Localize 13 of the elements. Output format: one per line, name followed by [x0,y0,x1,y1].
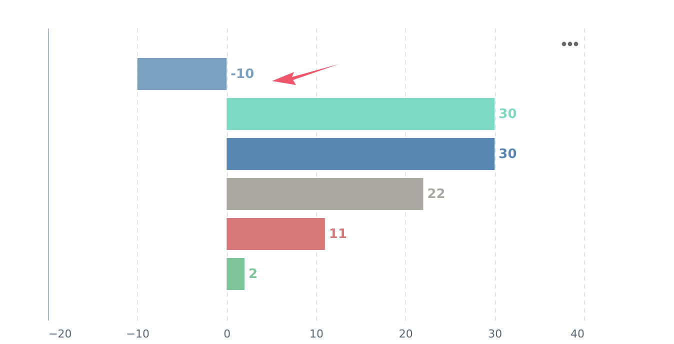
x-tick-label: 0 [224,328,231,340]
x-tick-label: 10 [310,328,324,340]
data-label: 11 [328,227,348,242]
x-tick-label: 30 [488,328,502,340]
data-label: 2 [248,267,258,282]
x-tick-label: 20 [398,328,413,340]
x-tick-label: −20 [48,328,72,340]
x-tick-label: −10 [126,328,150,340]
data-label: 30 [498,147,517,162]
data-label: 22 [427,187,446,202]
x-tick-label: 40 [570,328,584,340]
data-label: 30 [498,107,517,122]
data-label: -10 [230,67,254,82]
